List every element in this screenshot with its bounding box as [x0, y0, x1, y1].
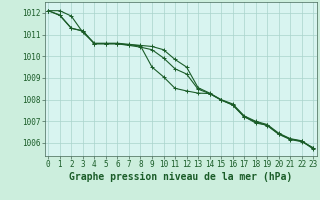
X-axis label: Graphe pression niveau de la mer (hPa): Graphe pression niveau de la mer (hPa): [69, 172, 292, 182]
